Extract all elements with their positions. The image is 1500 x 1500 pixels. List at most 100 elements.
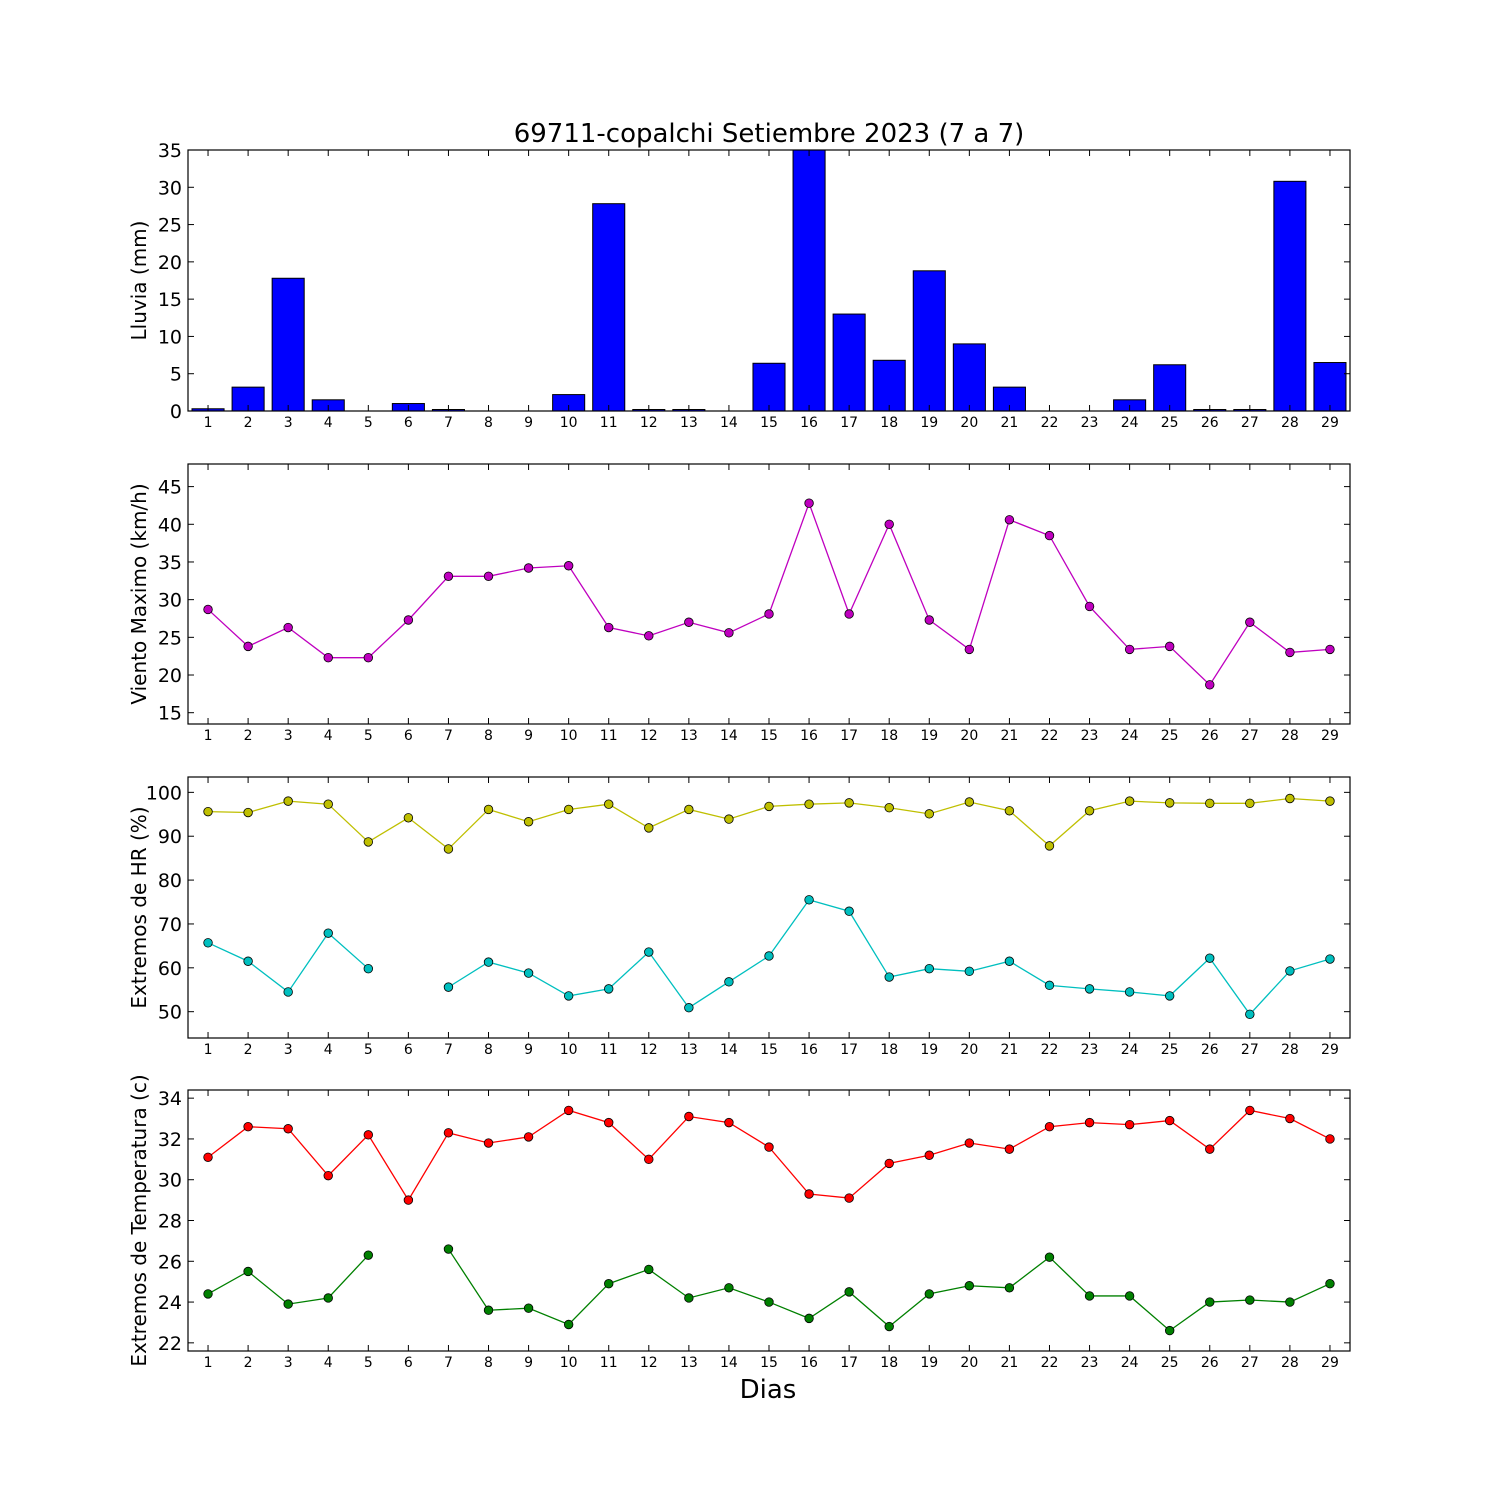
hr-series-0-point: [203, 806, 213, 817]
hr-xtick-label: 17: [840, 1042, 858, 1058]
lluvia-ytick-label: 15: [158, 289, 182, 311]
hr-xtick-label: 21: [1000, 1042, 1018, 1058]
viento-series-0-point: [964, 644, 975, 655]
temperatura-series-0-point: [924, 1150, 934, 1160]
temperatura-series-0-point: [1205, 1144, 1215, 1154]
hr-series-1-point: [964, 966, 975, 977]
temperatura-series-1-point: [804, 1313, 814, 1324]
hr-series-0-point: [924, 809, 934, 819]
lluvia-xtick-label: 14: [720, 415, 738, 431]
hr-xtick-label: 11: [600, 1042, 618, 1058]
viento-series-0-point: [483, 571, 494, 581]
temperatura-series-0-point: [964, 1138, 975, 1148]
lluvia-xtick-label: 10: [560, 415, 578, 431]
lluvia-ylabel: Lluvia (mm): [127, 221, 151, 341]
lluvia-ytick-label: 20: [158, 252, 182, 274]
lluvia-xtick-label: 18: [880, 415, 898, 431]
hr-series-0-point: [1205, 798, 1215, 809]
lluvia-ytick-label: 5: [170, 364, 182, 386]
temperatura-series-1-point: [1164, 1325, 1175, 1336]
hr-series-1-point: [604, 984, 614, 994]
viento-xtick-label: 22: [1041, 728, 1059, 744]
temperatura-xtick-label: 15: [760, 1355, 778, 1371]
viento-series-0-point: [1084, 601, 1095, 612]
viento-ytick-label: 35: [158, 552, 182, 574]
lluvia-xtick-label: 12: [640, 415, 658, 431]
lluvia-bar: [271, 277, 305, 412]
hr-xtick-label: 29: [1321, 1042, 1339, 1058]
viento-xtick-label: 13: [680, 728, 698, 744]
hr-series-1-point: [724, 977, 734, 987]
temperatura-xtick-label: 2: [244, 1355, 253, 1371]
viento-series-0-point: [804, 498, 814, 508]
temperatura-xtick-label: 23: [1081, 1355, 1099, 1371]
viento-xtick-label: 26: [1201, 728, 1219, 744]
temperatura-series-1-point: [884, 1321, 894, 1332]
viento-series-0-point: [203, 604, 213, 615]
temperatura-xtick-label: 17: [840, 1355, 858, 1371]
temperatura-series-0-point: [1044, 1121, 1055, 1132]
hr-series-1-point: [283, 987, 293, 997]
temperatura-series-0-point: [323, 1170, 333, 1181]
hr-xtick-label: 19: [920, 1042, 938, 1058]
temperatura-ytick-label: 34: [158, 1088, 182, 1110]
viento-xtick-label: 14: [720, 728, 738, 744]
temperatura-xtick-label: 10: [560, 1355, 578, 1371]
temperatura-series-1-point: [483, 1305, 494, 1315]
temperatura-xtick-label: 3: [284, 1355, 293, 1371]
temperatura-series-0-point: [884, 1158, 894, 1169]
temperatura-series-0-point: [1004, 1144, 1015, 1154]
lluvia-xtick-label: 17: [840, 415, 858, 431]
hr-xtick-label: 10: [560, 1042, 578, 1058]
lluvia-xtick-label: 19: [920, 415, 938, 431]
viento-series-0-point: [684, 617, 694, 627]
temperatura-series-0-point: [403, 1195, 414, 1205]
hr-ytick-label: 80: [158, 870, 182, 892]
temperatura-series-0-point: [563, 1105, 574, 1116]
lluvia-xtick-label: 23: [1081, 415, 1099, 431]
hr-series-1-point: [1124, 987, 1135, 997]
hr-xtick-label: 24: [1121, 1042, 1139, 1058]
hr-series-1-point: [243, 956, 253, 966]
lluvia-xtick-label: 16: [800, 415, 818, 431]
hr-series-1-point: [1004, 956, 1015, 966]
viento-xtick-label: 23: [1081, 728, 1099, 744]
viento-ytick-label: 40: [158, 514, 182, 536]
temperatura-series-0-point: [203, 1152, 213, 1162]
temperatura-series-0-point: [764, 1142, 774, 1152]
viento-xtick-label: 4: [324, 728, 333, 744]
lluvia-bar: [952, 343, 986, 412]
viento-series-0-point: [1325, 644, 1335, 655]
viento-xtick-label: 9: [524, 728, 533, 744]
viento-xtick-label: 16: [800, 728, 818, 744]
hr-series-1-point: [563, 991, 574, 1001]
hr-xtick-label: 20: [960, 1042, 978, 1058]
temperatura-xtick-label: 18: [880, 1355, 898, 1371]
viento-series-0-point: [844, 609, 854, 619]
temperatura-series-1-point: [523, 1303, 534, 1313]
hr-series-1-point: [323, 928, 333, 938]
temperatura-xtick-label: 12: [640, 1355, 658, 1371]
temperatura-xtick-label: 26: [1201, 1355, 1219, 1371]
temperatura-series-0-point: [283, 1124, 293, 1134]
temperatura-series-0-point: [724, 1117, 734, 1128]
viento-series-0-point: [443, 571, 454, 581]
viento-series-0-point: [523, 563, 534, 573]
hr-series-0-point: [323, 799, 333, 809]
hr-series-0-point: [283, 796, 293, 806]
viento-series-0-point: [323, 652, 333, 663]
viento-series-0-point: [1285, 647, 1295, 658]
viento-xtick-label: 27: [1241, 728, 1259, 744]
temperatura-series-1-point: [1084, 1291, 1095, 1301]
temperatura-series-1-point: [1325, 1279, 1335, 1289]
hr-series-0-point: [724, 814, 734, 824]
hr-xtick-label: 14: [720, 1042, 738, 1058]
hr-xtick-label: 18: [880, 1042, 898, 1058]
hr-series-0-point: [523, 817, 534, 827]
hr-series-0-point: [443, 844, 454, 854]
hr-xtick-label: 9: [524, 1042, 533, 1058]
temperatura-series-1-point: [724, 1283, 734, 1293]
hr-xtick-label: 6: [404, 1042, 413, 1058]
temperatura-series-0-point: [483, 1138, 494, 1148]
